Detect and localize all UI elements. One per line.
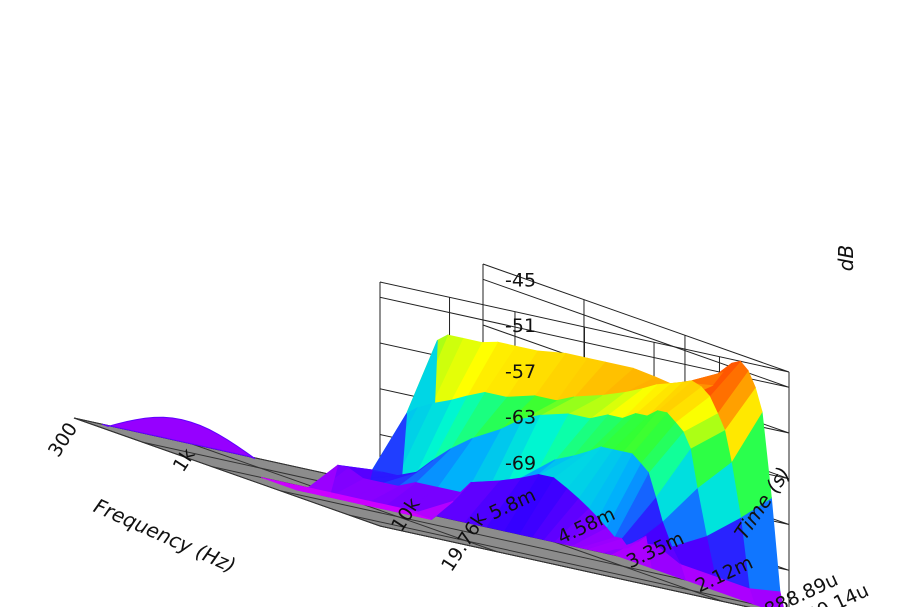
waterfall-surface (101, 334, 784, 607)
x-tick-label: 300 (44, 419, 82, 461)
x-axis-label: Frequency (Hz) (90, 494, 239, 578)
z-tick-label: -69 (505, 452, 536, 474)
low-ridge (101, 416, 256, 460)
z-tick-label: -63 (505, 407, 536, 429)
z-tick-label: -51 (505, 315, 536, 337)
floor-grid-line (73, 417, 381, 527)
z-tick-label: -57 (505, 361, 536, 383)
surface-patch (261, 477, 304, 492)
z-tick-label: -45 (505, 269, 536, 291)
z-axis-label: dB (834, 245, 858, 271)
